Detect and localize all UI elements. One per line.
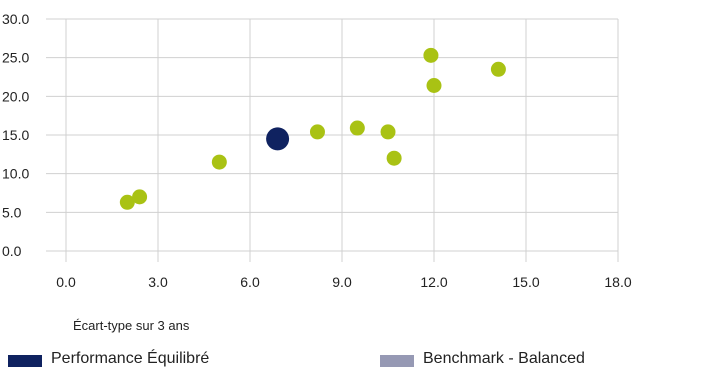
legend-item-benchmark: Benchmark - Balanced xyxy=(380,349,585,369)
x-tick-label: 12.0 xyxy=(420,274,447,290)
x-tick-label: 9.0 xyxy=(332,274,352,290)
x-tick-label: 0.0 xyxy=(56,274,76,290)
x-tick-label: 6.0 xyxy=(240,274,260,290)
peer-data-point xyxy=(132,189,148,205)
y-tick-label: 5.0 xyxy=(2,204,22,220)
peer-data-point xyxy=(386,150,402,166)
legend-swatch-benchmark xyxy=(380,355,414,367)
legend: Performance Équilibré Benchmark - Balanc… xyxy=(0,349,727,370)
grid xyxy=(46,18,619,262)
y-tick-label: 25.0 xyxy=(2,50,29,66)
x-axis-title: Écart-type sur 3 ans xyxy=(73,318,190,333)
x-axis-tick-labels: 0.0 3.0 6.0 9.0 12.0 15.0 18.0 xyxy=(56,274,632,290)
peer-data-point xyxy=(423,47,439,63)
peer-data-point xyxy=(119,194,135,210)
peer-data-point xyxy=(211,154,227,170)
performance-data-point xyxy=(266,127,290,151)
legend-label-benchmark: Benchmark - Balanced xyxy=(423,350,585,367)
data-points xyxy=(119,47,506,210)
peer-data-point xyxy=(380,124,396,140)
x-tick-label: 15.0 xyxy=(512,274,539,290)
peer-data-point xyxy=(309,124,325,140)
y-tick-label: 10.0 xyxy=(2,166,29,182)
y-tick-label: 30.0 xyxy=(2,11,29,27)
legend-item-performance: Performance Équilibré xyxy=(8,349,209,369)
x-tick-label: 3.0 xyxy=(148,274,168,290)
legend-label-performance: Performance Équilibré xyxy=(51,350,210,367)
x-tick-label: 18.0 xyxy=(604,274,631,290)
y-axis-tick-labels: 0.0 5.0 10.0 15.0 20.0 25.0 30.0 xyxy=(2,11,29,259)
legend-swatch-performance xyxy=(8,355,42,367)
peer-data-point xyxy=(490,61,506,77)
peer-data-point xyxy=(426,78,442,94)
y-tick-label: 20.0 xyxy=(2,88,29,104)
peer-data-point xyxy=(349,120,365,136)
y-tick-label: 0.0 xyxy=(2,243,22,259)
y-tick-label: 15.0 xyxy=(2,127,29,143)
